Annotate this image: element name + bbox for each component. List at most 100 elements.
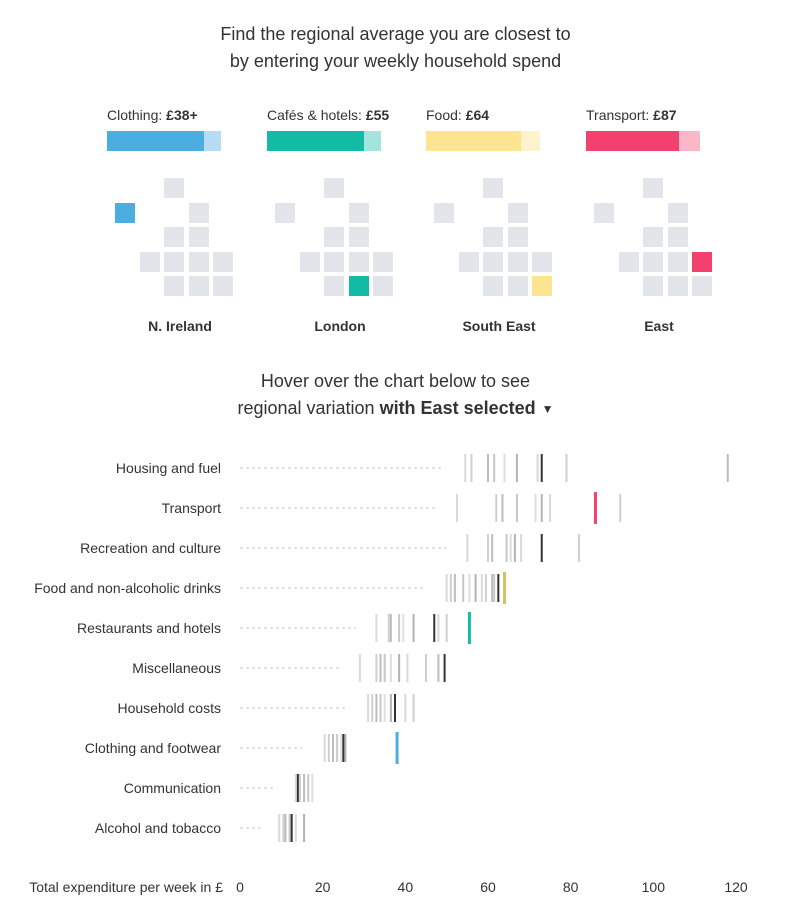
spending-strip-chart[interactable]: Housing and fuel Transport Recreation and … xyxy=(0,440,791,910)
map-tile xyxy=(594,202,614,223)
spend-amount: £55 xyxy=(365,107,390,123)
slider-fill[interactable] xyxy=(426,131,521,151)
category-label: Recreation and culture xyxy=(80,540,221,556)
map-tile xyxy=(324,178,344,198)
spend-label: Transport: £87 xyxy=(586,104,726,126)
map-tile xyxy=(348,276,369,296)
slider-fill[interactable] xyxy=(586,131,680,151)
map-tile xyxy=(667,276,688,296)
spend-slider[interactable] xyxy=(267,131,381,151)
slider-fill[interactable] xyxy=(267,131,364,151)
spend-input-2[interactable]: Food: £64 xyxy=(426,104,566,151)
map-tile xyxy=(458,251,479,272)
spend-input-0[interactable]: Clothing: £38+ xyxy=(107,104,247,151)
map-tile xyxy=(618,251,639,272)
region-name: N. Ireland xyxy=(148,318,212,334)
map-tile xyxy=(692,276,712,296)
map-tile xyxy=(373,251,393,272)
x-tick-label: 100 xyxy=(642,879,666,895)
map-tile xyxy=(483,178,503,198)
map-tile xyxy=(483,251,503,272)
spend-input-3[interactable]: Transport: £87 xyxy=(586,104,726,151)
spend-slider[interactable] xyxy=(586,131,700,151)
slider-fill[interactable] xyxy=(107,131,204,151)
map-tile xyxy=(434,202,454,223)
map-tile xyxy=(532,276,552,296)
x-axis-label: Total expenditure per week in £ xyxy=(29,879,223,895)
intro-line-1: Find the regional average you are closes… xyxy=(220,24,571,44)
map-tile xyxy=(373,276,393,296)
category-label: Food and non-alcoholic drinks xyxy=(34,580,221,596)
map-tile xyxy=(348,227,369,247)
map-tile xyxy=(643,227,663,247)
map-tile xyxy=(188,276,209,296)
map-tile xyxy=(188,251,209,272)
uk-tile-map xyxy=(434,178,558,302)
region-selector[interactable]: with East selected xyxy=(379,398,536,418)
map-tile xyxy=(324,251,344,272)
category-label: Transport xyxy=(162,500,222,516)
map-tile xyxy=(532,251,552,272)
category-label: Miscellaneous xyxy=(132,660,221,676)
x-tick-label: 80 xyxy=(563,879,579,895)
x-tick-label: 60 xyxy=(480,879,496,895)
category-label: Alcohol and tobacco xyxy=(95,820,221,836)
map-tile xyxy=(213,276,233,296)
map-tile xyxy=(164,276,184,296)
dropdown-arrow-icon[interactable]: ▼ xyxy=(541,402,554,416)
intro-heading: Find the regional average you are closes… xyxy=(0,21,791,75)
spend-amount: £64 xyxy=(465,107,490,123)
spend-inputs-panel: Clothing: £38+ Cafés & hotels: £55 Food: £… xyxy=(0,104,791,344)
map-tile xyxy=(299,251,320,272)
spend-slider[interactable] xyxy=(426,131,540,151)
map-tile xyxy=(667,251,688,272)
map-tile xyxy=(164,227,184,247)
map-tile xyxy=(324,276,344,296)
spend-input-1[interactable]: Cafés & hotels: £55 xyxy=(267,104,407,151)
x-tick-label: 20 xyxy=(315,879,331,895)
map-tile xyxy=(188,227,209,247)
hover-line-2: regional variation with East selected ▼ xyxy=(0,395,791,424)
intro-line-2: by entering your weekly household spend xyxy=(229,51,562,71)
spend-label: Clothing: £38+ xyxy=(107,104,247,126)
spend-amount: £87 xyxy=(653,107,677,123)
map-tile xyxy=(643,251,663,272)
region-name: East xyxy=(644,318,674,334)
spend-label: Cafés & hotels: £55 xyxy=(267,104,407,126)
uk-tile-map xyxy=(594,178,718,302)
region-name: South East xyxy=(462,318,536,334)
spend-category: Cafés & hotels: xyxy=(267,107,366,123)
region-name: London xyxy=(314,318,366,334)
map-tile xyxy=(164,178,184,198)
hover-line-1: Hover over the chart below to see xyxy=(260,371,531,391)
uk-tile-map xyxy=(275,178,399,302)
category-label: Household costs xyxy=(117,700,221,716)
x-tick-label: 120 xyxy=(724,879,748,895)
spend-category: Clothing: xyxy=(107,107,167,123)
map-tile xyxy=(115,202,135,223)
spend-category: Food: xyxy=(426,107,466,123)
map-tile xyxy=(507,251,528,272)
category-label: Clothing and footwear xyxy=(85,740,222,756)
map-tile xyxy=(667,202,688,223)
x-tick-label: 40 xyxy=(398,879,414,895)
spend-label: Food: £64 xyxy=(426,104,566,126)
category-label: Housing and fuel xyxy=(116,460,221,476)
category-label: Communication xyxy=(124,780,221,796)
spend-slider[interactable] xyxy=(107,131,221,151)
spend-amount: £38+ xyxy=(166,107,198,123)
map-tile xyxy=(483,227,503,247)
map-tile xyxy=(348,251,369,272)
map-tile xyxy=(692,251,712,272)
spend-category: Transport: xyxy=(586,107,654,123)
map-tile xyxy=(324,227,344,247)
map-tile xyxy=(139,251,160,272)
hover-prompt: Hover over the chart below to see region… xyxy=(0,368,791,424)
map-tile xyxy=(188,202,209,223)
map-tile xyxy=(348,202,369,223)
category-label: Restaurants and hotels xyxy=(77,620,221,636)
x-tick-label: 0 xyxy=(236,879,244,895)
map-tile xyxy=(507,276,528,296)
uk-tile-map xyxy=(115,178,239,302)
map-tile xyxy=(275,202,295,223)
